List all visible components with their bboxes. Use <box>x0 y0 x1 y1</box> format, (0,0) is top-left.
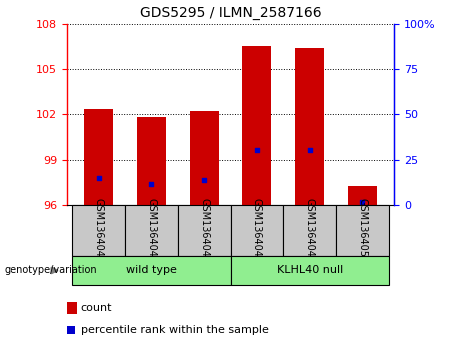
Bar <box>295 48 324 205</box>
FancyBboxPatch shape <box>72 205 125 256</box>
Text: genotype/variation: genotype/variation <box>5 265 97 276</box>
Text: GSM1364045: GSM1364045 <box>94 198 104 263</box>
Point <box>306 147 313 153</box>
FancyBboxPatch shape <box>177 205 230 256</box>
Point <box>148 182 155 187</box>
Bar <box>189 111 219 205</box>
Bar <box>67 326 75 334</box>
Bar <box>84 109 113 205</box>
Text: wild type: wild type <box>126 265 177 276</box>
Text: percentile rank within the sample: percentile rank within the sample <box>81 325 269 335</box>
Point <box>359 199 366 205</box>
Text: GSM1364050: GSM1364050 <box>357 198 367 263</box>
Text: KLHL40 null: KLHL40 null <box>277 265 343 276</box>
FancyBboxPatch shape <box>72 256 230 285</box>
Bar <box>67 302 77 314</box>
Point <box>253 147 260 153</box>
Bar <box>242 45 272 205</box>
Text: GSM1364046: GSM1364046 <box>146 198 156 263</box>
Text: GSM1364047: GSM1364047 <box>199 198 209 263</box>
Point <box>201 177 208 183</box>
FancyBboxPatch shape <box>230 205 284 256</box>
Text: count: count <box>81 303 112 313</box>
Point <box>95 175 102 181</box>
Text: GSM1364049: GSM1364049 <box>305 198 315 263</box>
Bar <box>348 186 377 205</box>
FancyBboxPatch shape <box>284 205 336 256</box>
FancyBboxPatch shape <box>125 205 177 256</box>
Bar <box>137 117 166 205</box>
Text: GSM1364048: GSM1364048 <box>252 198 262 263</box>
FancyBboxPatch shape <box>336 205 389 256</box>
FancyBboxPatch shape <box>230 256 389 285</box>
Title: GDS5295 / ILMN_2587166: GDS5295 / ILMN_2587166 <box>140 6 321 20</box>
